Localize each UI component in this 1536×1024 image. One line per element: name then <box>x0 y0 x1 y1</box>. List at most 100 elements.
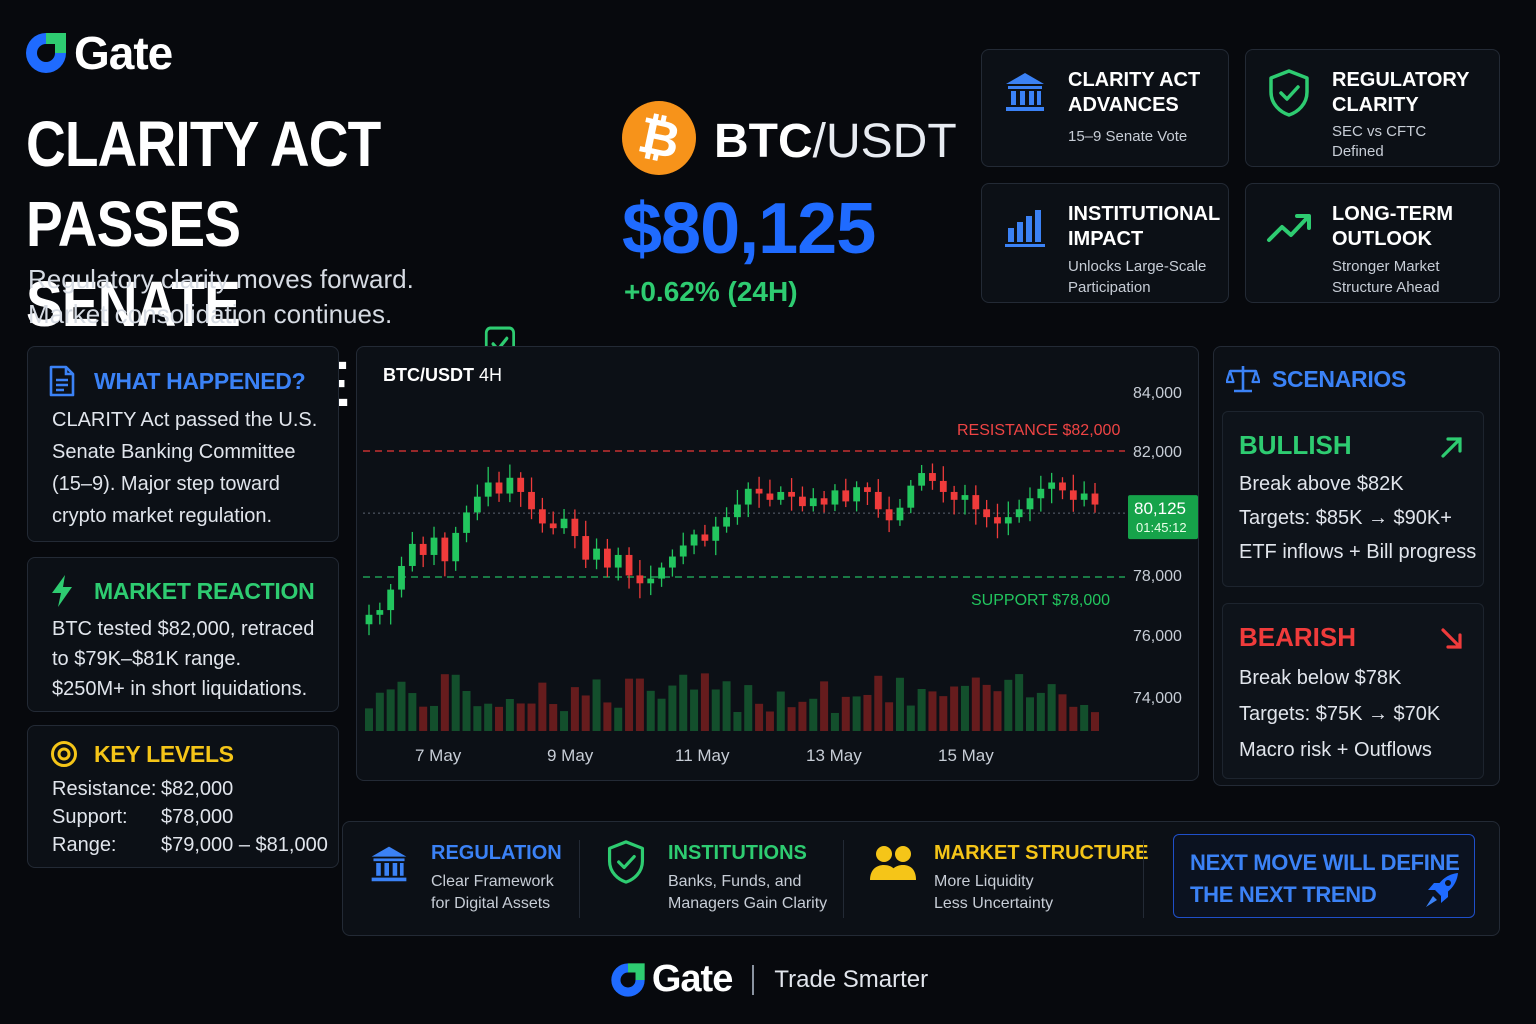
support-label: SUPPORT $78,000 <box>971 592 1110 609</box>
volume-bar <box>711 689 720 731</box>
candle-body <box>571 518 579 537</box>
volume-bar <box>765 711 774 731</box>
candle-body <box>398 565 405 590</box>
highlight-title-1: LONG-TERM <box>1332 203 1454 225</box>
candle-body <box>419 543 427 555</box>
volume-bar <box>1036 692 1045 731</box>
highlight-title-2: CLARITY <box>1332 94 1419 116</box>
volume-bar <box>451 674 460 731</box>
volume-bar <box>830 712 839 731</box>
users-icon <box>870 846 916 880</box>
volume-bar <box>570 687 579 731</box>
scenarios-panel: SCENARIOS BULLISH Break above $82K Targe… <box>1213 346 1500 786</box>
candle-body <box>495 482 503 494</box>
candlestick-chart[interactable]: 84,000 82,000 78,000 76,000 74,000 7 May 9 May… <box>357 347 1200 782</box>
candle-body <box>918 473 926 486</box>
highlight-card-long-term-outlook[interactable]: LONG-TERM OUTLOOK Stronger Market Struct… <box>1245 183 1500 303</box>
footer-gate-logo[interactable]: Gate <box>608 958 733 1001</box>
volume-bar <box>809 698 818 731</box>
highlight-sub-1: Unlocks Large-Scale <box>1068 258 1207 275</box>
bullish-scenario-card[interactable]: BULLISH Break above $82K Targets: $85K →… <box>1222 411 1484 587</box>
candle-body <box>636 575 644 584</box>
candle-body <box>473 496 481 513</box>
candle-body <box>961 495 969 500</box>
candle-body <box>1069 490 1077 500</box>
candle-body <box>582 536 590 560</box>
arrow-down-right-icon <box>1441 628 1462 649</box>
y-axis-tick-label: 78,000 <box>1133 568 1182 585</box>
candle-body <box>408 543 416 566</box>
key-levels-title: KEY LEVELS <box>94 740 234 767</box>
candle-body <box>1004 517 1012 524</box>
balance-scale-icon <box>1226 366 1260 393</box>
bottom-item-title: MARKET STRUCTURE <box>934 842 1149 864</box>
next-move-cta[interactable]: NEXT MOVE WILL DEFINE THE NEXT TREND <box>1173 834 1475 918</box>
highlight-sub-2: Structure Ahead <box>1332 279 1440 296</box>
y-axis-tick-label: 84,000 <box>1133 385 1182 402</box>
bearish-title: BEARISH <box>1239 622 1357 652</box>
footer-logo-text: Gate <box>651 958 733 1000</box>
candle-countdown: 01:45:12 <box>1136 520 1187 535</box>
key-levels-card: KEY LEVELS Resistance: $82,000 Support: … <box>27 725 339 868</box>
volume-bar <box>852 696 861 731</box>
key-level-value: $79,000 – $81,000 <box>161 834 328 856</box>
volume-bar <box>690 689 699 731</box>
key-level-label: Support: <box>52 806 128 828</box>
bearish-scenario-card[interactable]: BEARISH Break below $78K Targets: $75K →… <box>1222 603 1484 779</box>
highlight-card-institutional-impact[interactable]: INSTITUTIONAL IMPACT Unlocks Large-Scale… <box>981 183 1229 303</box>
candle-body <box>376 610 384 615</box>
candle-body <box>614 554 622 568</box>
candle-body <box>603 548 611 568</box>
volume-bar <box>841 696 850 731</box>
volume-bar <box>386 689 395 731</box>
highlight-sub-1: SEC vs CFTC <box>1332 123 1427 140</box>
market-reaction-title: MARKET REACTION <box>94 577 315 604</box>
volume-bar <box>668 685 677 731</box>
bullish-line: Break above $82K <box>1239 473 1404 495</box>
target-icon <box>51 741 77 767</box>
candle-body <box>484 482 492 497</box>
highlight-card-clarity-act[interactable]: CLARITY ACT ADVANCES 15–9 Senate Vote <box>981 49 1229 167</box>
bullish-title: BULLISH <box>1239 430 1352 460</box>
bottom-item-line: Managers Gain Clarity <box>668 895 828 912</box>
highlight-title-2: ADVANCES <box>1068 94 1179 116</box>
trading-pair[interactable]: BTC/USDT <box>714 114 957 169</box>
candle-body <box>387 589 395 611</box>
volume-bar <box>397 681 406 731</box>
chart-title: BTC/USDT 4H <box>383 365 502 386</box>
candle-body <box>701 534 709 541</box>
price-chart-panel[interactable]: BTC/USDT 4H 84,000 82,000 78,000 76,000 74,0… <box>356 346 1199 781</box>
highlight-title-2: IMPACT <box>1068 228 1144 250</box>
highlight-sub-2: Defined <box>1332 143 1384 160</box>
volume-bar <box>755 703 764 731</box>
bottom-item-line: Banks, Funds, and <box>668 873 802 890</box>
key-level-row-range: Range: $79,000 – $81,000 <box>52 831 328 859</box>
volume-bar <box>527 703 536 731</box>
rocket-icon <box>1426 873 1458 907</box>
candle-body <box>658 567 665 579</box>
shield-check-icon <box>1269 69 1309 117</box>
candle-body <box>1015 509 1023 518</box>
key-level-value: $78,000 <box>161 806 234 828</box>
trend-up-icon <box>1267 214 1311 242</box>
what-happened-line: CLARITY Act passed the U.S. <box>52 409 318 431</box>
candle-body <box>842 490 850 502</box>
cta-line-2: THE NEXT TREND <box>1190 882 1377 907</box>
volume-bar <box>960 685 969 731</box>
candle-body <box>690 534 698 546</box>
volume-bar <box>484 703 493 731</box>
bank-icon <box>1006 73 1044 111</box>
candle-body <box>625 554 633 576</box>
candle-body <box>788 491 795 497</box>
bearish-line: Macro risk + Outflows <box>1239 739 1432 761</box>
bank-icon <box>371 846 407 882</box>
bar-chart-icon <box>1005 210 1045 247</box>
volume-bar <box>581 695 590 731</box>
candle-body <box>755 488 763 494</box>
cta-line-1: NEXT MOVE WILL DEFINE <box>1190 850 1460 875</box>
highlight-card-regulatory-clarity[interactable]: REGULATORY CLARITY SEC vs CFTC Defined <box>1245 49 1500 167</box>
key-level-value: $82,000 <box>161 778 234 800</box>
bullish-line: Targets: $85K → $90K+ <box>1239 507 1452 529</box>
what-happened-title: WHAT HAPPENED? <box>94 367 306 394</box>
gate-logo[interactable]: Gate <box>22 26 173 80</box>
